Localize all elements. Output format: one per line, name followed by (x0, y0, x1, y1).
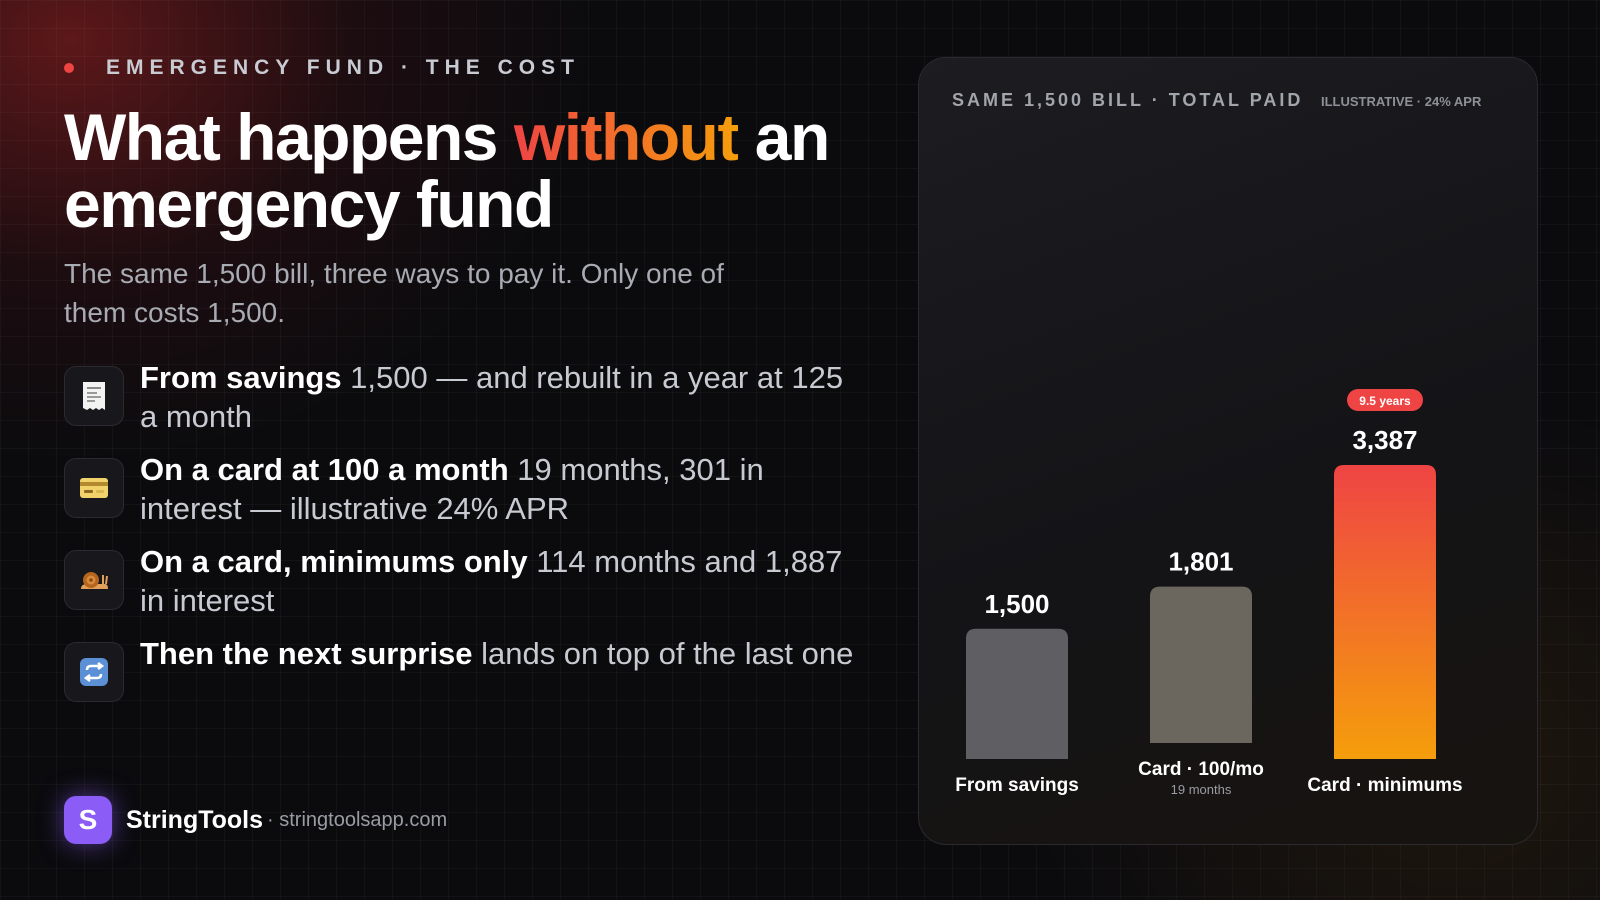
point-rest: lands on top of the last one (472, 636, 854, 671)
receipt-icon (64, 366, 124, 426)
point-rest: 1,500 — and rebuilt in a year at 125 a m… (140, 360, 844, 434)
point-text: Then the next surprise lands on top of t… (140, 634, 853, 673)
point-bold: Then the next surprise (140, 636, 473, 671)
logo: S (64, 796, 112, 844)
bar-value-label: 3,387 (1352, 425, 1417, 455)
point-text: On a card at 100 a month 19 months, 301 … (140, 450, 864, 528)
point-rest: 19 months, 301 in interest — illustrativ… (140, 452, 764, 526)
repeat-icon (64, 642, 124, 702)
headline-accent: without (513, 100, 740, 174)
point-bold: On a card at 100 a month (140, 452, 509, 487)
bar-value-label: 1,801 (1168, 547, 1233, 577)
headline-after: an emergency fund (64, 100, 830, 241)
bar-badge (1347, 389, 1423, 411)
bar (1334, 465, 1436, 759)
snail-icon (64, 550, 124, 610)
point-bold: From savings (140, 360, 342, 395)
bar (1150, 586, 1252, 743)
point-text: On a card, minimums only 114 months and … (140, 542, 864, 620)
bar-value-label: 1,500 (984, 589, 1049, 619)
headline: What happens without an emergency fund (64, 104, 884, 238)
eyebrow: EMERGENCY FUND · THE COST (64, 56, 580, 80)
subtitle: The same 1,500 bill, three ways to pay i… (64, 258, 724, 328)
category-label: Card · minimums (1307, 775, 1462, 796)
list-item: From savings 1,500 — and rebuilt in a ye… (64, 358, 864, 436)
bar (966, 628, 1068, 759)
red-dot-icon (64, 63, 74, 73)
point-text: From savings 1,500 — and rebuilt in a ye… (140, 358, 864, 436)
category-label: Card · 100/mo (1138, 759, 1264, 780)
category-sublabel: 19 months (1171, 782, 1232, 797)
chart-title: SAME 1,500 BILL · TOTAL PAID (952, 90, 1304, 110)
points-list: From savings 1,500 — and rebuilt in a ye… (64, 358, 864, 716)
list-item: On a card at 100 a month 19 months, 301 … (64, 450, 864, 528)
eyebrow-text: EMERGENCY FUND · THE COST (106, 56, 580, 79)
list-item: Then the next surprise lands on top of t… (64, 634, 864, 702)
credit-card-icon (64, 458, 124, 518)
category-label: From savings (955, 775, 1079, 796)
chart-note: ILLUSTRATIVE · 24% APR (1321, 94, 1482, 109)
point-bold: On a card, minimums only (140, 544, 528, 579)
list-item: On a card, minimums only 114 months and … (64, 542, 864, 620)
brand-name: StringTools (126, 805, 264, 834)
bar-badge-text: 9.5 years (1359, 394, 1411, 408)
headline-before: What happens (64, 100, 514, 174)
bar-chart: 1,500 From savings 1,801 Card · 100/mo 19 mo… (955, 389, 1463, 797)
brand: S StringTools · stringtoolsapp.com (64, 796, 447, 844)
point-rest: 114 months and 1,887 in interest (140, 544, 843, 618)
brand-url[interactable]: · stringtoolsapp.com (267, 808, 448, 831)
